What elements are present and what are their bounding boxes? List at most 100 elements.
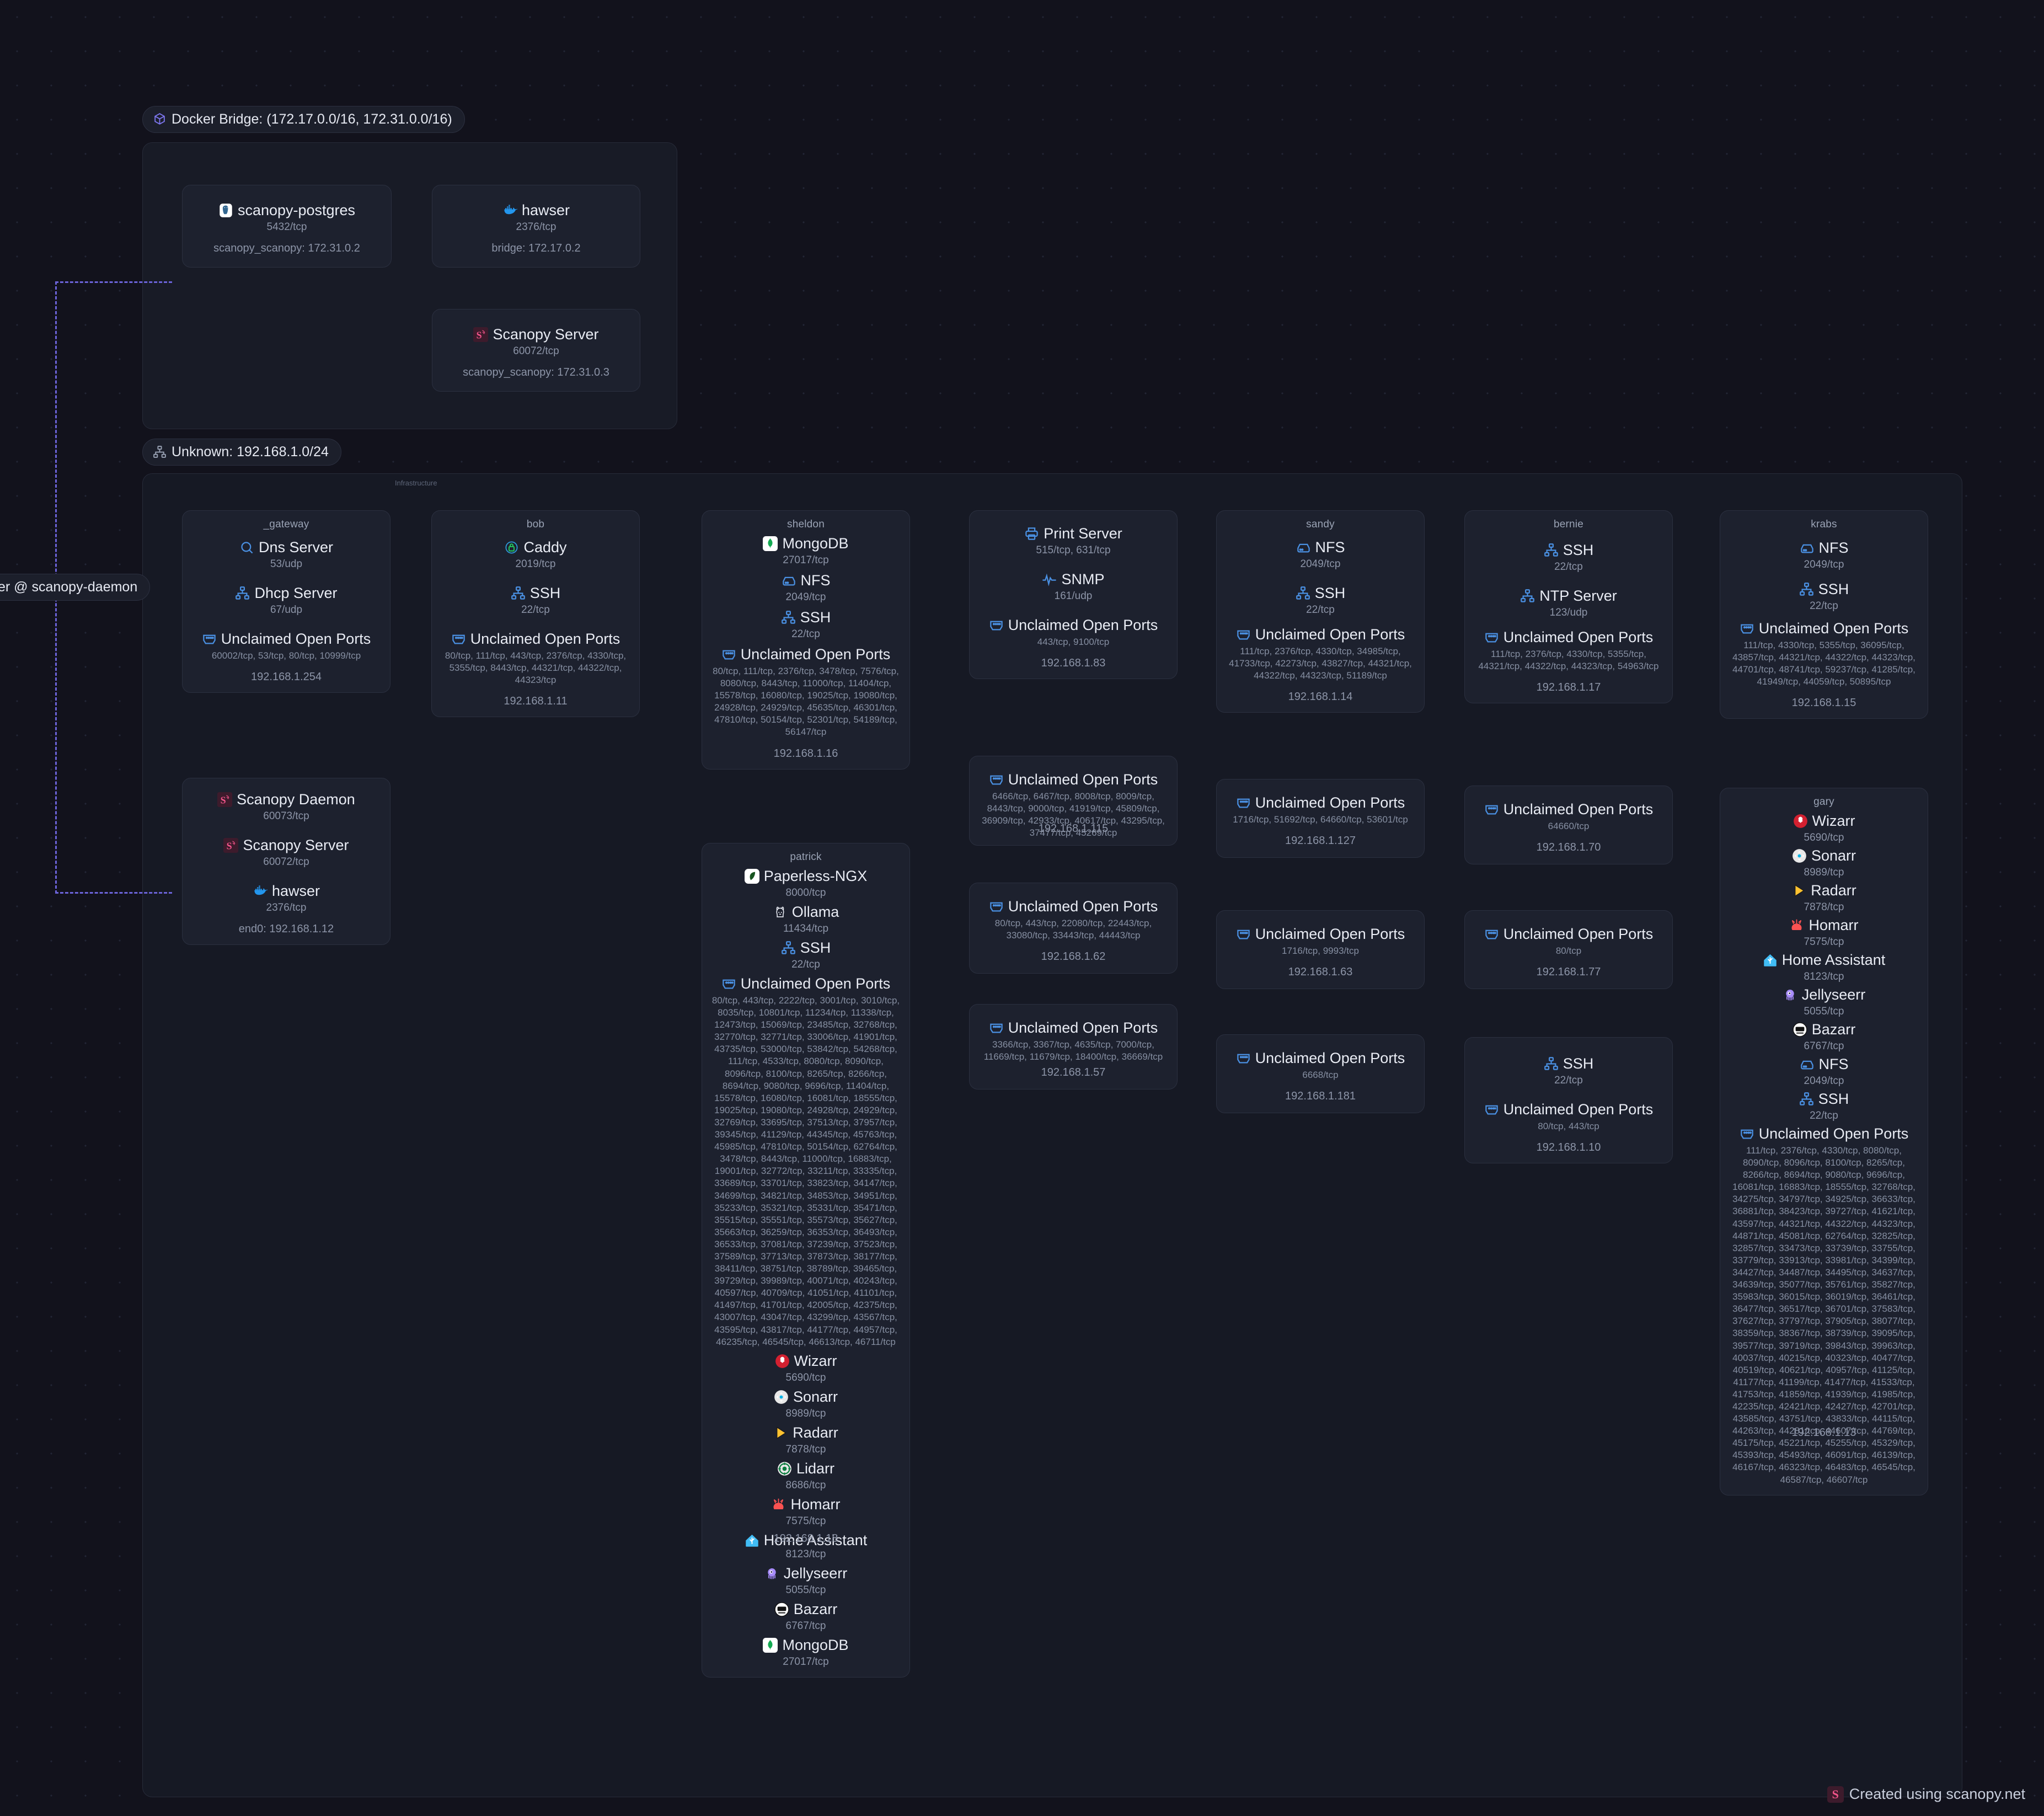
service-entry-ssh: SSH: [1296, 585, 1345, 602]
service-name: SSH: [1563, 542, 1594, 558]
docker-node-scanopy-server[interactable]: S Scanopy Server 60072/tcp scanopy_scano…: [432, 309, 640, 392]
unclaimed-ports-list: 80/tcp, 443/tcp: [1538, 1121, 1599, 1131]
svg-text:S: S: [221, 794, 226, 805]
ethernet-icon: [1237, 1054, 1250, 1064]
docker-node-scanopy-postgres[interactable]: scanopy-postgres 5432/tcp scanopy_scanop…: [182, 185, 392, 268]
service-entry-ssh: SSH: [511, 585, 560, 602]
host-card-sheldon[interactable]: sheldon MongoDB 27017/tcp NFS 2049/tcp S…: [702, 510, 910, 770]
host-card-print-server[interactable]: Print Server 515/tcp, 631/tcp SNMP 161/u…: [969, 510, 1178, 680]
service-name: Dns Server: [258, 539, 334, 556]
unclaimed-card-192-168-1-70[interactable]: Unclaimed Open Ports 64660/tcp 192.168.1…: [1464, 786, 1673, 865]
node-ip: 192.168.1.70: [1536, 841, 1601, 854]
node-ip: bridge: 172.17.0.2: [491, 242, 581, 254]
service-name: Scanopy Server: [243, 837, 349, 853]
host-name: sheldon: [787, 519, 825, 530]
service-name: Unclaimed Open Ports: [221, 631, 371, 647]
unclaimed-ports-list: 80/tcp: [1555, 946, 1582, 956]
unclaimed-card-192-168-1-62[interactable]: Unclaimed Open Ports 80/tcp, 443/tcp, 22…: [969, 883, 1178, 974]
service-entry-unclaimed: Unclaimed Open Ports: [1236, 626, 1405, 643]
unclaimed-ports-list: 3366/tcp, 3367/tcp, 4635/tcp, 7000/tcp, …: [983, 1039, 1163, 1062]
homeassistant-icon: [1763, 954, 1777, 966]
service-entry-homarr: Homarr: [771, 1496, 841, 1513]
footer-credit[interactable]: S Created using scanopy.net: [1827, 1786, 2025, 1803]
unclaimed-card-192-168-1-181[interactable]: Unclaimed Open Ports 6668/tcp 192.168.1.…: [1216, 1034, 1425, 1114]
host-card-scanopy-daemon[interactable]: S Scanopy Daemon 60073/tcp S Scanopy Serve…: [182, 778, 390, 945]
service-entry-unclaimed: Unclaimed Open Ports: [1484, 629, 1653, 646]
service-name: SSH: [1818, 1091, 1849, 1107]
host-card-bernie[interactable]: bernie SSH 22/tcp NTP Server 123/udp Unc…: [1464, 510, 1673, 704]
node-ip: 192.168.1.127: [1285, 835, 1356, 847]
group-label-docker-bridge[interactable]: Docker Bridge: (172.17.0.0/16, 172.31.0.…: [142, 106, 465, 133]
service-port: 67/udp: [270, 604, 303, 616]
service-entry-unclaimed: Unclaimed Open Ports: [1236, 794, 1405, 811]
ethernet-icon: [1485, 1105, 1498, 1115]
service-port: 515/tcp, 631/tcp: [1036, 544, 1111, 556]
service-port: 5690/tcp: [1804, 832, 1844, 843]
service-name: Home Assistant: [1781, 952, 1886, 968]
service-name: MongoDB: [782, 1636, 849, 1653]
unclaimed-card-192-168-1-115[interactable]: Unclaimed Open Ports 6466/tcp, 6467/tcp,…: [969, 756, 1178, 846]
service-name: Ollama: [791, 904, 839, 920]
service-port: 22/tcp: [521, 604, 550, 616]
service-port: 2049/tcp: [785, 591, 826, 603]
card-title: Unclaimed Open Ports: [1255, 794, 1405, 811]
cube-icon: [154, 113, 165, 125]
service-name: Dhcp Server: [254, 585, 338, 601]
docker-node-hawser[interactable]: hawser 2376/tcp bridge: 172.17.0.2: [432, 185, 640, 268]
service-name: NFS: [1315, 539, 1345, 556]
unclaimed-ports-list: 111/tcp, 2376/tcp, 4330/tcp, 5355/tcp, 4…: [1478, 649, 1659, 672]
unclaimed-ports-list: 80/tcp, 111/tcp, 2376/tcp, 3478/tcp, 757…: [713, 666, 899, 738]
service-entry-ssh: SSH: [1799, 1091, 1849, 1108]
host-card-gary[interactable]: gary Wizarr 5690/tcp Sonarr 8989/tcp Rad…: [1720, 788, 1928, 1495]
service-entry-homeassistant: Home Assistant: [1763, 952, 1886, 969]
service-name: scanopy-postgres: [237, 201, 356, 218]
host-card-patrick[interactable]: patrick Paperless-NGX 8000/tcp Ollama 11…: [702, 843, 910, 1678]
ethernet-icon: [1740, 1129, 1753, 1139]
service-entry-ssh: SSH: [781, 609, 831, 626]
unclaimed-ports-list: 6466/tcp, 6467/tcp, 8008/tcp, 8009/tcp, …: [982, 791, 1165, 838]
service-entry-print: Print Server: [1024, 525, 1122, 542]
service-entry-unclaimed: Unclaimed Open Ports: [721, 975, 890, 992]
service-port: 53/udp: [270, 558, 303, 570]
node-ip: end0: 192.168.1.12: [238, 923, 334, 935]
printer-icon: [1025, 527, 1038, 540]
scanopy-icon: S: [1827, 1786, 1844, 1803]
group-label-subnet-unknown[interactable]: Unknown: 192.168.1.0/24: [142, 439, 341, 466]
service-name: Jellyseerr: [1801, 986, 1866, 1003]
service-entry-mongodb: MongoDB: [763, 535, 849, 552]
bazarr-icon: [774, 1602, 789, 1617]
ethernet-icon: [989, 1023, 1003, 1033]
host-name: sandy: [1306, 519, 1335, 530]
service-port: 2019/tcp: [515, 558, 556, 570]
group-label-text: Unknown: 192.168.1.0/24: [172, 444, 329, 460]
svg-text:S: S: [477, 329, 482, 340]
host-card-krabs[interactable]: krabs NFS 2049/tcp SSH 22/tcp Unclaimed …: [1720, 510, 1928, 719]
unclaimed-card-192-168-1-57[interactable]: Unclaimed Open Ports 3366/tcp, 3367/tcp,…: [969, 1004, 1178, 1090]
node-ip: 192.168.1.57: [1041, 1066, 1106, 1079]
service-entry: hawser: [502, 202, 570, 219]
service-name: NTP Server: [1539, 587, 1617, 604]
unclaimed-ports-list: 1716/tcp, 51692/tcp, 64660/tcp, 53601/tc…: [1233, 814, 1408, 825]
node-ip: 192.168.1.11: [504, 695, 568, 708]
host-card-gateway[interactable]: _gateway Dns Server 53/udp Dhcp Server 6…: [182, 510, 390, 693]
service-entry: scanopy-postgres: [218, 202, 355, 219]
service-entry-dns: Dns Server: [239, 539, 333, 556]
network-icon: [153, 446, 166, 458]
service-entry-jellyseerr: Jellyseerr: [764, 1565, 847, 1582]
caddy-icon: [505, 541, 518, 554]
unclaimed-card-192-168-1-77[interactable]: Unclaimed Open Ports 80/tcp 192.168.1.77: [1464, 910, 1673, 990]
ollama-icon: [776, 906, 784, 917]
unclaimed-card-192-168-1-63[interactable]: Unclaimed Open Ports 1716/tcp, 9993/tcp …: [1216, 910, 1425, 990]
service-entry-nfs: NFS: [1800, 1056, 1849, 1073]
host-card-sandy[interactable]: sandy NFS 2049/tcp SSH 22/tcp Unclaimed …: [1216, 510, 1425, 713]
host-card-bob[interactable]: bob Caddy 2019/tcp SSH 22/tcp Unclaimed …: [431, 510, 640, 718]
sitemap-icon: [236, 586, 250, 600]
service-port: 6767/tcp: [785, 1620, 826, 1632]
service-port: 8123/tcp: [785, 1548, 826, 1560]
service-name: Scanopy Daemon: [237, 791, 355, 808]
host-card-192-168-1-10[interactable]: SSH 22/tcp Unclaimed Open Ports 80/tcp, …: [1464, 1037, 1673, 1164]
unclaimed-card-192-168-1-127[interactable]: Unclaimed Open Ports 1716/tcp, 51692/tcp…: [1216, 779, 1425, 858]
service-port: 5055/tcp: [1804, 1006, 1844, 1017]
node-ip: scanopy_scanopy: 172.31.0.2: [213, 242, 360, 254]
service-entry-unclaimed: Unclaimed Open Ports: [1740, 1125, 1908, 1142]
